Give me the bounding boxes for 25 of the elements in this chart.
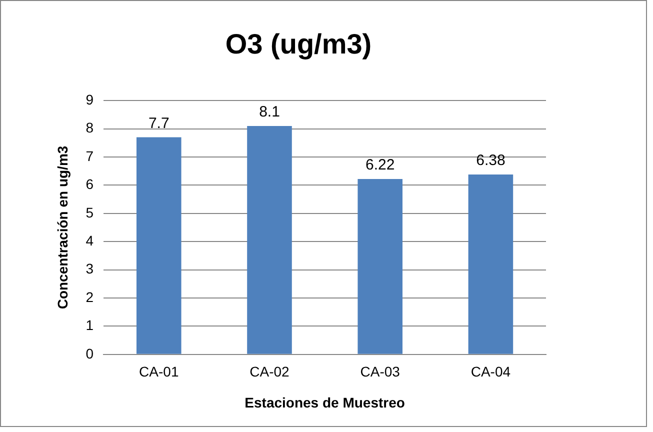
x-tick-label: CA-02 <box>250 364 290 380</box>
y-axis-title: Concentración en ug/m3 <box>54 146 70 310</box>
data-label: 8.1 <box>259 104 280 121</box>
y-tick-label: 8 <box>86 120 94 136</box>
bar <box>358 178 402 354</box>
chart-title: O3 (ug/m3) <box>225 28 372 60</box>
y-tick-label: 2 <box>86 288 94 305</box>
y-tick-label: 6 <box>86 176 94 192</box>
y-tick-label: 3 <box>86 260 94 277</box>
x-axis-title: Estaciones de Muestreo <box>244 394 405 410</box>
y-tick-label: 9 <box>86 91 94 108</box>
bar <box>468 174 514 354</box>
y-tick-label: 5 <box>86 204 94 220</box>
y-tick-label: 0 <box>86 345 94 362</box>
data-label: 7.7 <box>148 114 170 132</box>
x-tick-label: CA-04 <box>470 364 511 380</box>
bar <box>247 126 292 354</box>
x-tick-label: CA-01 <box>139 364 179 380</box>
bar <box>136 137 182 354</box>
data-label: 6.22 <box>365 156 395 174</box>
data-label: 6.38 <box>476 152 506 170</box>
x-tick-label: CA-03 <box>360 364 400 380</box>
y-tick-label: 1 <box>86 317 94 334</box>
y-tick-label: 7 <box>86 148 94 164</box>
y-tick-label: 4 <box>86 232 94 248</box>
